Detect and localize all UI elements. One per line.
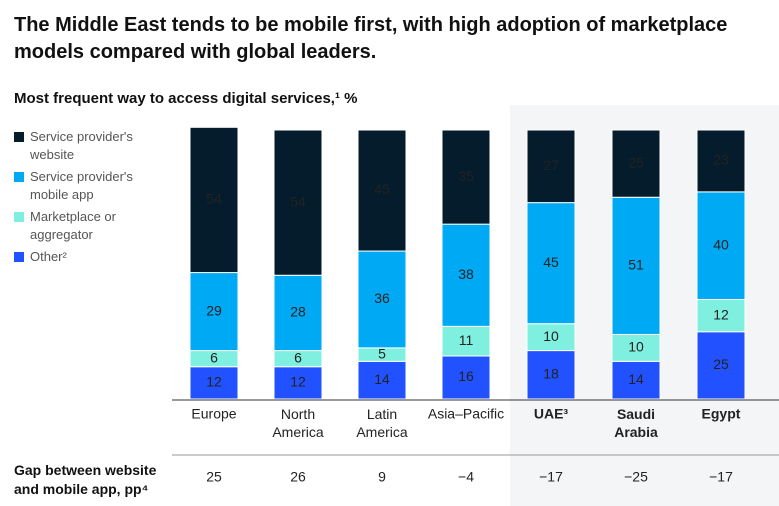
value-label: 35: [458, 168, 474, 184]
value-label: 6: [210, 349, 218, 365]
value-label: 12: [290, 374, 306, 390]
value-label: 12: [206, 374, 222, 390]
chart-title: The Middle East tends to be mobile first…: [14, 14, 728, 63]
value-label: 14: [374, 371, 390, 387]
bar-segment: [357, 129, 407, 252]
gap-value: 9: [378, 469, 386, 485]
x-tick-label: North America: [272, 406, 324, 440]
x-tick-label: Europe: [191, 406, 236, 422]
bar-segment: [357, 360, 407, 400]
gap-value: 26: [290, 469, 306, 485]
value-label: 51: [628, 257, 644, 273]
value-label: 16: [458, 368, 474, 384]
gap-value: 25: [206, 469, 222, 485]
legend-swatch: [14, 252, 24, 262]
value-label: 54: [206, 191, 222, 207]
bar-segment: [441, 129, 491, 225]
bar-segment: [273, 129, 323, 276]
value-label: 25: [628, 154, 644, 170]
value-label: 23: [713, 152, 729, 168]
value-label: 36: [374, 290, 390, 306]
legend-label: Service provider's mobile app: [30, 169, 133, 202]
bar-segment: [611, 333, 661, 362]
legend-swatch: [14, 212, 24, 222]
legend-item: Service provider's website: [14, 128, 154, 164]
x-tick-label: Latin America: [356, 406, 408, 440]
legend-label: Other²: [30, 249, 67, 264]
value-label: 11: [459, 332, 474, 348]
value-label: 38: [458, 266, 474, 282]
bar-segment: [526, 129, 576, 204]
bar-segment: [696, 331, 746, 400]
value-label: 27: [543, 157, 559, 173]
bar-segment: [189, 126, 239, 274]
gap-value: −25: [624, 469, 648, 485]
value-label: 54: [290, 193, 306, 209]
value-label: 25: [713, 356, 729, 372]
value-label: 10: [628, 339, 644, 355]
chart-subtitle: Most frequent way to access digital serv…: [14, 90, 358, 107]
gap-label: Gap between website and mobile app, pp⁴: [14, 462, 157, 497]
bar-segment: [189, 366, 239, 400]
value-label: 29: [206, 302, 222, 318]
x-tick-label: Asia–Pacific: [428, 406, 504, 422]
bar-segment: [526, 202, 576, 325]
bar-segment: [189, 272, 239, 352]
bar-segment: [611, 129, 661, 198]
legend: Service provider's website Service provid…: [14, 128, 154, 270]
value-label: 5: [378, 345, 386, 361]
x-tick-label: Egypt: [702, 406, 741, 422]
x-tick-label: UAE³: [534, 406, 569, 422]
value-label: 18: [543, 365, 559, 381]
gap-value: −17: [539, 469, 563, 485]
bar-segment: [441, 223, 491, 327]
legend-label: Marketplace or aggregator: [30, 209, 116, 242]
value-label: 28: [290, 304, 306, 320]
bar-segment: [441, 325, 491, 357]
legend-label: Service provider's website: [30, 129, 133, 162]
legend-swatch: [14, 132, 24, 142]
value-label: 45: [543, 254, 559, 270]
value-label: 14: [628, 371, 644, 387]
value-label: 12: [713, 306, 729, 322]
value-label: 45: [374, 181, 390, 197]
gap-value: −17: [709, 469, 733, 485]
value-label: 40: [713, 236, 729, 252]
bar-segment: [526, 350, 576, 400]
value-label: 6: [294, 349, 302, 365]
gap-value: −4: [458, 469, 474, 485]
bar-segment: [611, 196, 661, 335]
bar-segment: [696, 191, 746, 300]
bar-segment: [273, 274, 323, 352]
legend-item: Other²: [14, 248, 154, 266]
legend-item: Marketplace or aggregator: [14, 208, 154, 244]
legend-swatch: [14, 172, 24, 182]
bar-segment: [696, 129, 746, 193]
x-tick-label: Saudi Arabia: [614, 406, 658, 440]
value-label: 10: [543, 328, 559, 344]
legend-item: Service provider's mobile app: [14, 168, 154, 204]
bar-segment: [611, 360, 661, 400]
